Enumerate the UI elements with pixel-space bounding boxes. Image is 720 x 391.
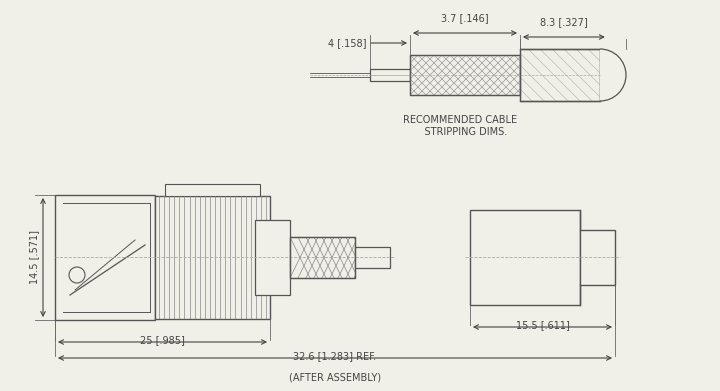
Text: 3.7 [.146]: 3.7 [.146] [441,13,489,23]
Bar [165,184,260,196]
Text: 15.5 [.611]: 15.5 [.611] [516,320,570,330]
Text: (AFTER ASSEMBLY): (AFTER ASSEMBLY) [289,372,381,382]
Bar [155,196,270,319]
Bar [520,49,600,101]
Bar [290,237,355,278]
Bar [410,55,520,95]
Bar [370,69,410,81]
Text: 25 [.985]: 25 [.985] [140,335,185,345]
Bar [410,55,520,95]
Bar [255,220,290,295]
Text: 32.6 [1.283] REF.: 32.6 [1.283] REF. [294,351,377,361]
Bar [520,49,600,101]
Bar [355,247,390,268]
Text: 4 [.158]: 4 [.158] [328,38,366,48]
Bar [580,230,615,285]
Wedge shape [600,49,626,101]
Text: 8.3 [.327]: 8.3 [.327] [540,17,588,27]
Circle shape [69,267,85,283]
Bar [290,237,355,278]
Text: RECOMMENDED CABLE
    STRIPPING DIMS.: RECOMMENDED CABLE STRIPPING DIMS. [403,115,517,136]
Bar [55,195,155,320]
Bar [470,210,580,305]
Text: 14.5 [.571]: 14.5 [.571] [29,231,39,285]
